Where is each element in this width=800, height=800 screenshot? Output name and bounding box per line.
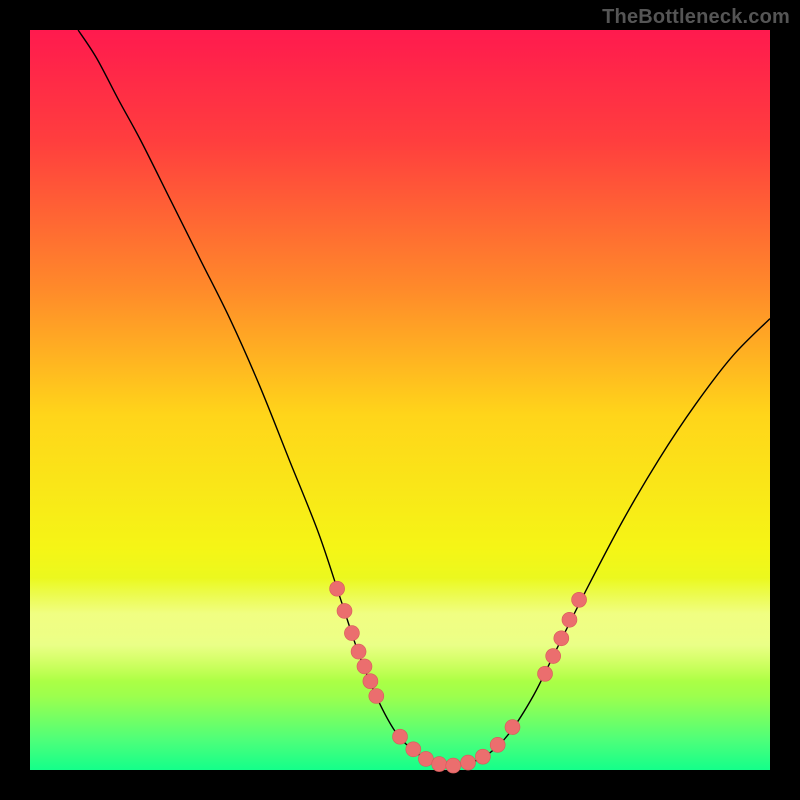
- curve-marker: [363, 674, 378, 689]
- curve-marker: [446, 758, 461, 773]
- curve-marker: [475, 749, 490, 764]
- curve-marker: [351, 644, 366, 659]
- curve-marker: [418, 751, 433, 766]
- curve-marker: [538, 666, 553, 681]
- curve-marker: [461, 755, 476, 770]
- curve-marker: [562, 612, 577, 627]
- curve-marker: [546, 649, 561, 664]
- chart-root: TheBottleneck.com: [0, 0, 800, 800]
- curve-marker: [337, 603, 352, 618]
- haze-band: [30, 578, 770, 682]
- curve-marker: [432, 757, 447, 772]
- curve-marker: [330, 581, 345, 596]
- curve-marker: [505, 720, 520, 735]
- curve-marker: [572, 592, 587, 607]
- curve-marker: [369, 689, 384, 704]
- curve-marker: [406, 742, 421, 757]
- curve-marker: [490, 737, 505, 752]
- bottleneck-curve-chart: [0, 0, 800, 800]
- curve-marker: [554, 631, 569, 646]
- curve-marker: [393, 729, 408, 744]
- curve-marker: [357, 659, 372, 674]
- curve-marker: [344, 626, 359, 641]
- watermark-text: TheBottleneck.com: [602, 6, 790, 29]
